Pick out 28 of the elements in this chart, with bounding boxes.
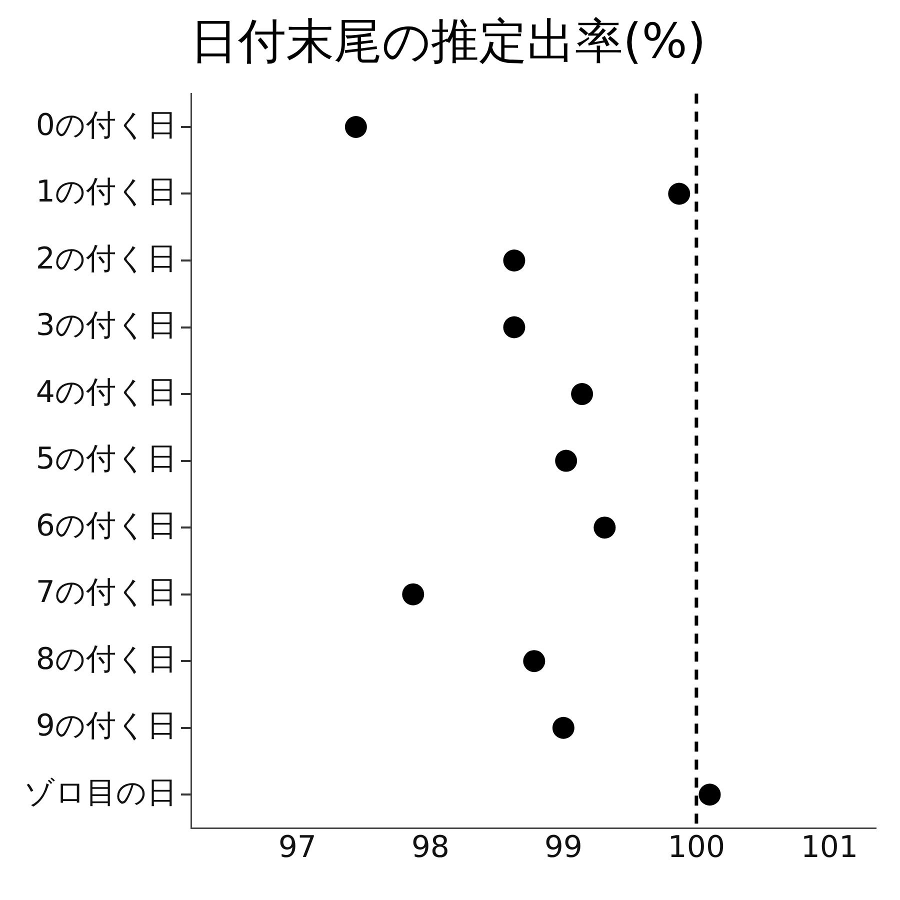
y-tick-label: 7の付く日 [36,575,177,610]
x-tick-label: 99 [544,830,583,865]
x-tick-label: 101 [800,830,858,865]
point [594,516,616,539]
point [571,383,594,406]
point [668,182,690,205]
y-tick-label: 5の付く日 [36,442,177,477]
x-tick-label: 97 [278,830,316,865]
y-tick-label: 9の付く日 [36,708,177,744]
y-tick-label: 4の付く日 [36,374,177,410]
point [523,650,546,672]
y-tick-label: 1の付く日 [36,174,177,210]
x-tick-label: 100 [668,830,726,865]
point [552,716,574,739]
x-tick-label: 98 [411,830,450,865]
y-tick-label: 0の付く日 [36,108,177,143]
point [503,316,526,338]
point [402,583,424,606]
y-tick-label: 6の付く日 [36,508,177,544]
point [503,250,526,272]
y-tick-label: ゾロ目の日 [24,775,177,810]
chart-title: 日付末尾の推定出率(%) [190,13,706,70]
y-tick-label: 3の付く日 [36,308,177,344]
point [698,784,721,806]
point [555,450,578,472]
y-tick-label: 2の付く日 [36,241,177,276]
y-tick-label: 8の付く日 [36,642,177,677]
point [344,116,367,138]
